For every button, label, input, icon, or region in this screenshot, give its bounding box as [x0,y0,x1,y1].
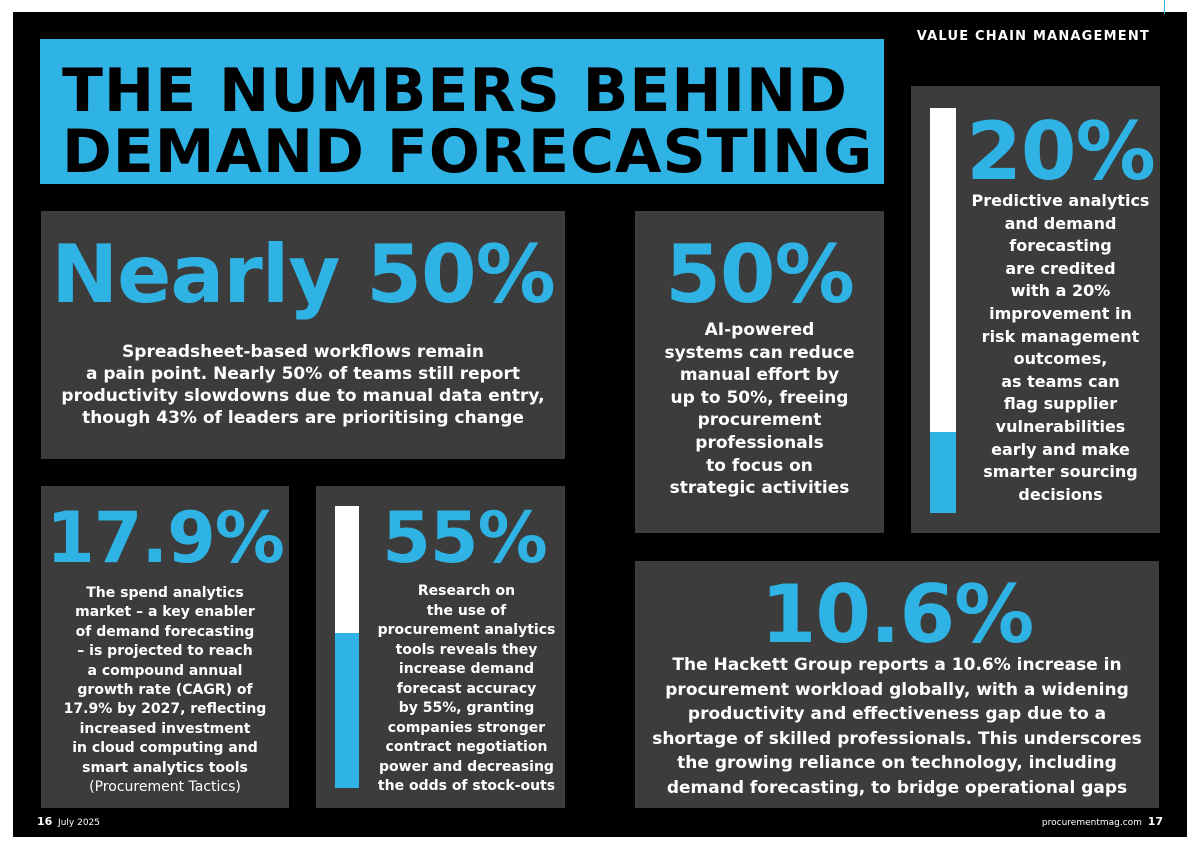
stat-description: Predictive analytics and demand forecast… [971,191,1150,504]
page-number-right: 17 [1147,815,1163,828]
progress-thermometer [335,506,359,788]
progress-fill [335,632,359,788]
stat-figure: 17.9% [46,497,285,579]
stat-figure: 20% [966,105,1155,198]
stat-figure: 55% [382,497,548,579]
footer-left: 16 July 2025 [37,815,100,828]
stat-card-17-9: 17.9% The spend analytics market – a key… [41,486,289,808]
source-citation: (Procurement Tactics) [89,779,241,796]
stat-description-text: The spend analytics market – a key enabl… [63,585,267,776]
stat-card-nearly-50: Nearly 50% Spreadsheet-based workflows r… [41,211,565,459]
title-banner: THE NUMBERS BEHIND DEMAND FORECASTING [40,39,884,184]
section-label: VALUE CHAIN MANAGEMENT [916,29,1150,44]
page-title-line1: THE NUMBERS BEHIND [62,56,848,126]
footer-right: procurementmag.com 17 [1042,815,1163,828]
issue-date: July 2025 [58,818,100,828]
stat-description: Research on the use of procurement analy… [377,583,556,794]
progress-fill [930,432,956,513]
stat-description: The spend analytics market – a key enabl… [41,584,289,797]
stat-description: The Hackett Group reports a 10.6% increa… [652,655,1142,798]
stat-card-20: 20% Predictive analytics and demand fore… [911,86,1160,533]
page-edge-line [1164,0,1165,14]
stat-figure: Nearly 50% [51,228,556,321]
stat-description: AI-powered systems can reduce manual eff… [664,320,855,499]
progress-thermometer [930,108,956,513]
stat-card-50: 50% AI-powered systems can reduce manual… [635,211,884,533]
stat-figure: 10.6% [760,568,1035,661]
stat-description: Spreadsheet-based workflows remain a pai… [61,342,545,428]
stat-figure: 50% [665,228,854,321]
website: procurementmag.com [1041,818,1142,828]
stat-card-10-6: 10.6% The Hackett Group reports a 10.6% … [635,561,1159,808]
stat-card-55: 55% Research on the use of procurement a… [316,486,565,808]
page-title-line2: DEMAND FORECASTING [62,117,874,187]
page-number-left: 16 [37,815,53,828]
